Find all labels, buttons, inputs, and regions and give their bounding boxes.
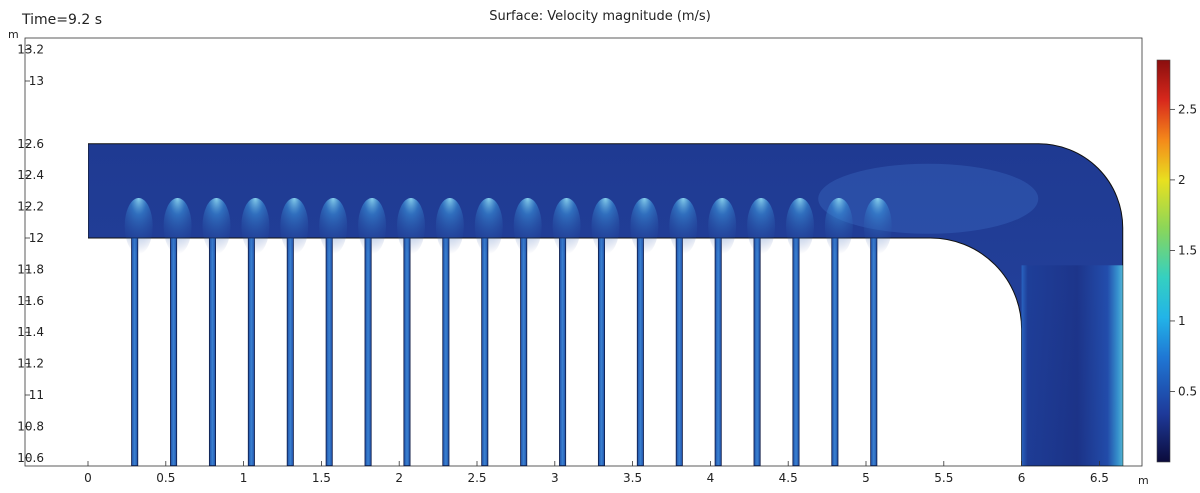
x-tick-label: 4.5 (779, 471, 798, 485)
jet-plume (474, 198, 503, 254)
jet-plume (241, 198, 270, 254)
jet-plume (202, 198, 231, 254)
x-tick-label: 3.5 (623, 471, 642, 485)
y-tick-label: 11.8 (17, 262, 44, 276)
inlet-slot (208, 237, 216, 467)
time-label: Time=9.2 s (21, 12, 102, 28)
y-tick-label: 12 (29, 231, 44, 245)
x-tick-label: 1.5 (312, 471, 331, 485)
inlet-slot (170, 237, 178, 467)
plot-frame (24, 37, 1143, 467)
y-tick-label: 13.2 (17, 43, 44, 57)
inlet-slot (870, 237, 878, 467)
inlet-slot (753, 237, 761, 467)
inlet-slot (675, 237, 683, 467)
y-tick-label: 10.6 (17, 451, 44, 465)
chart-title: Surface: Velocity magnitude (m/s) (489, 9, 711, 24)
y-tick-label: 11.2 (17, 357, 44, 371)
jet-plume (863, 198, 892, 254)
colorbar-tick-label: 2 (1178, 173, 1186, 187)
jet-plume (630, 198, 659, 254)
colorbar-scale (1156, 59, 1171, 463)
inlet-slot (636, 237, 644, 467)
jet-plume (591, 198, 620, 254)
x-tick-label: 0 (84, 471, 92, 485)
x-tick-label: 3 (551, 471, 559, 485)
inlet-slot (403, 237, 411, 467)
colorbar: 0.5 1 1.5 2 2.5 (1156, 59, 1197, 463)
inlet-slot (364, 237, 372, 467)
jet-plume (785, 198, 814, 254)
outlet-leg-flow (1021, 265, 1123, 466)
x-tick-label: 5.5 (934, 471, 953, 485)
colorbar-tick-label: 0.5 (1178, 384, 1197, 398)
inlet-slot (792, 237, 800, 467)
axes-box (24, 37, 1143, 467)
x-tick-label: 2.5 (467, 471, 486, 485)
colorbar-tick-label: 1.5 (1178, 243, 1197, 257)
jet-plume (124, 198, 153, 254)
inlet-slot (247, 237, 255, 467)
y-tick-label: 12.4 (17, 168, 44, 182)
x-tick-label: 4 (707, 471, 715, 485)
x-tick-label: 6 (1018, 471, 1026, 485)
inlet-slot (481, 237, 489, 467)
y-tick-label: 11.6 (17, 294, 44, 308)
x-tick-label: 5 (862, 471, 870, 485)
y-tick-label: 13 (29, 74, 44, 88)
inlet-slot (520, 237, 528, 467)
jet-plume (669, 198, 698, 254)
x-tick-label: 6.5 (1090, 471, 1109, 485)
y-tick-label: 12.6 (17, 137, 44, 151)
y-tick-label: 12.2 (17, 200, 44, 214)
y-axis-ticks: 10.6 10.8 11 11.2 11.4 11.6 11.8 12 12.2 12.4 12.6… (17, 43, 44, 465)
inlet-slot (559, 237, 567, 467)
colorbar-tick-label: 2.5 (1178, 102, 1197, 116)
jet-plume (747, 198, 776, 254)
inlet-slot (597, 237, 605, 467)
y-tick-label: 10.8 (17, 419, 44, 433)
x-tick-label: 1 (240, 471, 248, 485)
jet-plume (824, 198, 853, 254)
x-axis-ticks: 0 0.5 1 1.5 2 2.5 3 3.5 4 4.5 5 5.5 6 6.5 (84, 461, 1109, 485)
y-tick-label: 11.4 (17, 325, 44, 339)
inlet-slot (714, 237, 722, 467)
jet-plume (319, 198, 348, 254)
inlet-slot (442, 237, 450, 467)
inlet-slots (124, 198, 892, 467)
colorbar-tick-label: 1 (1178, 314, 1186, 328)
x-tick-label: 0.5 (156, 471, 175, 485)
jet-plume (435, 198, 464, 254)
jet-plume (358, 198, 387, 254)
inlet-slot (286, 237, 294, 467)
jet-plume (552, 198, 581, 254)
jet-plume (280, 198, 309, 254)
y-unit-label: m (8, 28, 19, 41)
inlet-slot (325, 237, 333, 467)
jet-plume (708, 198, 737, 254)
inlet-slot (131, 237, 139, 467)
jet-plume (513, 198, 542, 254)
jet-plume (163, 198, 192, 254)
jet-plume (396, 198, 425, 254)
x-unit-label: m (1138, 474, 1149, 487)
inlet-slot (831, 237, 839, 467)
x-tick-label: 2 (395, 471, 403, 485)
y-tick-label: 11 (29, 388, 44, 402)
